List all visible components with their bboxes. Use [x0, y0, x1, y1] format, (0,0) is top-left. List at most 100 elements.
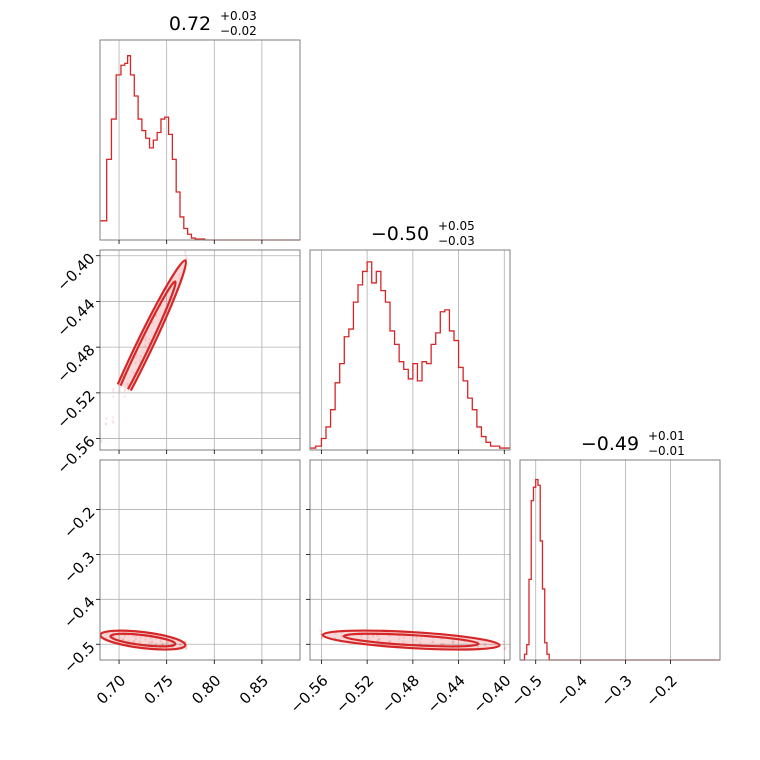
scatter-point: [419, 637, 423, 640]
contour-inner: [342, 632, 480, 648]
scatter-point: [138, 359, 141, 362]
scatter-point: [388, 640, 391, 644]
scatter-point: [104, 422, 107, 425]
scatter-point: [144, 336, 148, 339]
histogram-line-0: [100, 55, 300, 241]
scatter-grid-1-0: [100, 250, 300, 450]
scatter-frame-1-0: [99, 249, 301, 451]
scatter-point: [377, 637, 381, 641]
scatter-point: [139, 636, 142, 639]
scatter-point: [123, 388, 127, 391]
scatter-point: [360, 635, 363, 638]
scatter-point: [126, 382, 129, 385]
scatter-point: [484, 644, 487, 647]
scatter-point: [134, 637, 137, 641]
scatter-point: [154, 643, 158, 646]
scatter-point: [442, 642, 445, 646]
scatter-point: [127, 389, 130, 393]
scatter-point: [185, 646, 188, 649]
scatter-point: [143, 344, 147, 347]
scatter-point: [111, 419, 114, 423]
scatter-point: [401, 640, 405, 643]
ytick-label-1-0: −0.56: [53, 432, 98, 477]
contour-fill: [99, 260, 186, 432]
scatter-point: [371, 634, 375, 638]
contour-fill: [100, 630, 186, 650]
scatter-point: [503, 641, 506, 644]
ytick-label-2-2: −0.3: [60, 548, 98, 586]
scatter-point: [118, 386, 122, 390]
scatter-point: [483, 642, 486, 646]
scatter-point: [502, 640, 505, 643]
scatter-point: [112, 390, 115, 393]
ytick-label-2-3: −0.2: [60, 503, 98, 541]
scatter-point: [418, 640, 422, 644]
scatter-point: [127, 639, 130, 643]
scatter-point: [166, 640, 170, 644]
contours-2-0: [99, 629, 187, 651]
scatter-point: [320, 630, 323, 633]
scatter-point: [144, 339, 147, 342]
scatter-point: [123, 634, 127, 638]
xtick-label-0-0: 0.70: [93, 672, 129, 708]
hist-frame-1: [309, 249, 511, 451]
scatter-point: [150, 640, 154, 644]
scatter-point: [184, 647, 188, 651]
scatter-point: [178, 276, 181, 280]
xtick-label-1-3: −0.44: [424, 672, 469, 717]
panel-title-lower-0: −0.02: [220, 24, 257, 38]
scatter-point: [184, 254, 187, 257]
xtick-label-2-0: −0.5: [507, 672, 545, 710]
scatter-point: [451, 641, 455, 645]
scatter-point: [122, 637, 125, 641]
scatter-point: [184, 251, 187, 255]
scatter-point: [148, 337, 152, 341]
scatter-panel-2-0: [96, 459, 301, 664]
scatter-point: [159, 640, 163, 643]
scatter-point: [334, 632, 337, 635]
scatter-point: [171, 279, 174, 282]
scatter-point: [439, 643, 443, 646]
scatter-point: [504, 646, 507, 649]
scatter-grid-2-1: [310, 460, 510, 660]
scatter-point: [104, 423, 108, 426]
contour-outer: [321, 629, 501, 651]
scatter-point: [320, 637, 323, 640]
scatter-point: [111, 395, 115, 398]
scatter-point: [161, 643, 164, 646]
scatter-point: [415, 638, 418, 641]
scatter-point: [118, 636, 122, 640]
scatter-point: [105, 417, 108, 420]
scatter-point: [185, 647, 188, 650]
scatter-point: [402, 636, 406, 639]
scatter-point: [123, 395, 126, 398]
scatter-point: [503, 647, 506, 650]
xtick-label-1-2: −0.48: [378, 672, 423, 717]
xtick-label-0-3: 0.85: [236, 672, 272, 708]
scatter-point: [166, 641, 170, 645]
scatter-point: [375, 634, 379, 637]
scatter-point: [377, 638, 380, 641]
hist-frame-2: [519, 459, 721, 661]
scatter-point: [183, 250, 187, 253]
scatter-point: [388, 634, 391, 638]
ytick-label-1-1: −0.52: [53, 387, 98, 432]
hist-grid-0: [118, 40, 263, 240]
scatter-point: [320, 636, 324, 639]
xtick-label-0-2: 0.80: [188, 672, 224, 708]
scatter-point: [100, 439, 103, 442]
xtick-label-2-2: −0.3: [597, 672, 635, 710]
scatter-panel-1-0: [96, 249, 301, 454]
panel-title-upper-2: +0.01: [648, 429, 685, 443]
scatter-point: [144, 638, 147, 641]
xtick-label-1-1: −0.52: [332, 672, 377, 717]
scatter-point: [147, 341, 151, 345]
scatter-point: [118, 389, 121, 393]
scatter-grid-2-0: [100, 460, 300, 660]
scatter-point: [178, 273, 182, 276]
scatter-point: [150, 640, 153, 644]
scatter-frame-2-0: [99, 459, 301, 661]
scatter-point: [441, 643, 445, 646]
scatter-point: [185, 256, 188, 260]
